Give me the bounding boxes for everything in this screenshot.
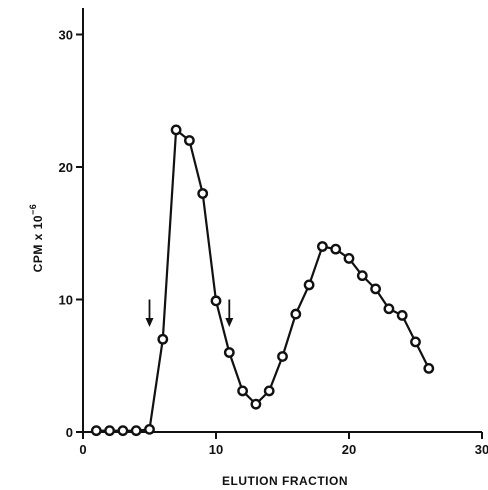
y-axis-title: CPM x 10−6	[28, 204, 45, 273]
data-point	[383, 303, 395, 315]
x-tick-label: 0	[79, 442, 86, 457]
data-point	[210, 295, 222, 307]
data-point	[370, 283, 381, 295]
axes	[82, 8, 482, 433]
data-point	[356, 270, 368, 282]
data-point	[237, 385, 249, 397]
y-axis-title-exponent: −6	[28, 204, 38, 215]
series-line	[96, 127, 430, 432]
data-point	[410, 336, 421, 348]
data-point	[330, 243, 342, 255]
x-tick-label: 10	[209, 442, 223, 457]
data-point	[144, 423, 155, 435]
data-point	[197, 188, 209, 199]
y-tick-label: 10	[59, 293, 73, 308]
data-point	[343, 253, 355, 264]
y-tick-label: 30	[59, 28, 73, 43]
data-point	[290, 308, 302, 320]
arrow-head	[225, 318, 234, 327]
data-point	[90, 425, 102, 437]
y-tick-label: 20	[59, 160, 73, 175]
x-tick-label: 30	[475, 442, 488, 457]
data-point	[396, 309, 408, 321]
data-point	[423, 362, 435, 374]
x-axis-title: ELUTION FRACTION	[222, 474, 348, 488]
data-point	[170, 124, 182, 136]
arrow-head	[145, 318, 154, 327]
annotations	[145, 299, 234, 327]
y-axis-title-main: CPM x 10	[31, 215, 45, 272]
data-point	[250, 398, 262, 410]
x-tick-label: 20	[342, 442, 356, 457]
data-point	[104, 425, 116, 437]
data-point	[277, 351, 288, 362]
ticks: 0 10 20 30 0 10 20 30	[59, 28, 488, 458]
y-tick-label: 0	[66, 425, 73, 440]
data-point	[183, 135, 195, 146]
data-point	[157, 333, 169, 345]
data-point	[303, 279, 315, 291]
series	[90, 124, 435, 437]
data-point	[223, 347, 235, 358]
data-point	[117, 425, 129, 437]
data-point	[263, 385, 275, 397]
data-point	[130, 425, 142, 437]
data-point	[316, 241, 328, 252]
